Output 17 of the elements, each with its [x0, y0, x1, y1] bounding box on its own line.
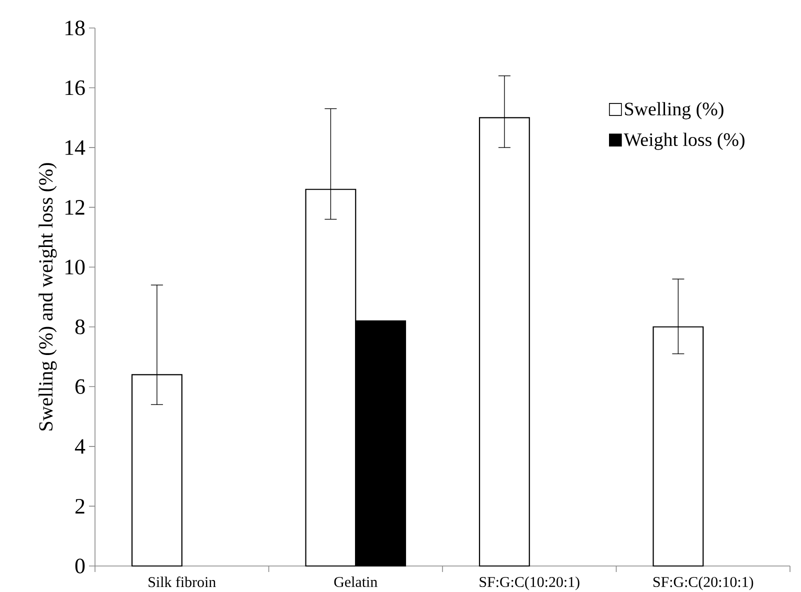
y-tick-label: 14 — [65, 140, 86, 155]
y-tick-label: 6 — [75, 379, 85, 394]
y-tick-label: 8 — [75, 319, 85, 334]
y-tick-label: 16 — [65, 80, 85, 96]
x-tick-label: SF:G:C(10:20:1) — [480, 576, 580, 590]
y-tick-label: 2 — [75, 498, 84, 514]
x-tick-label: SF:G:C(20:10:1) — [653, 576, 754, 590]
y-tick-label: 10 — [65, 260, 85, 274]
y-axis-title: Swelling (%) and weight loss (%) — [38, 163, 57, 430]
legend-label: Weight loss (%) — [624, 132, 744, 150]
y-tick-label: 0 — [75, 558, 85, 574]
y-tick-label: 12 — [65, 200, 84, 215]
x-tick-label: Gelatin — [334, 576, 378, 588]
y-tick-label: 18 — [65, 20, 85, 36]
legend-label: Swelling (%) — [625, 102, 724, 120]
x-tick-label: Silk fibroin — [148, 576, 216, 588]
y-tick-label: 4 — [74, 439, 86, 454]
